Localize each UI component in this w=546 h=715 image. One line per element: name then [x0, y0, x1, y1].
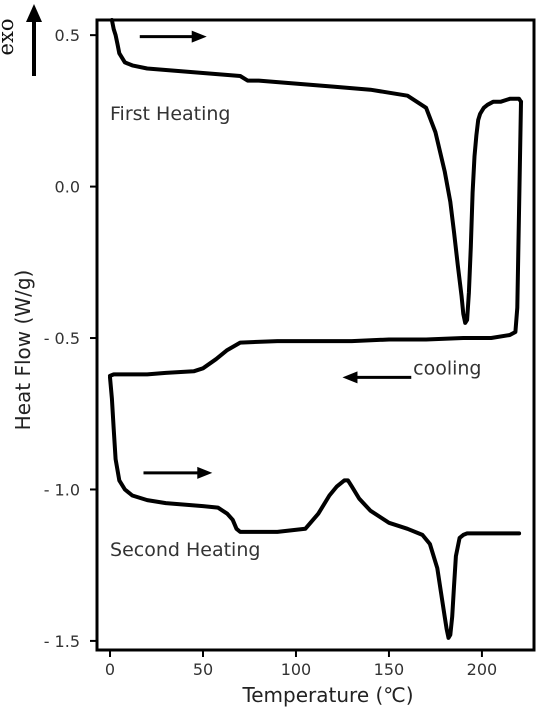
- y-tick-label: - 1.5: [44, 632, 80, 651]
- y-axis-label: Heat Flow (W/g): [11, 270, 35, 431]
- x-tick-label: 50: [193, 660, 213, 679]
- x-tick-label: 100: [281, 660, 312, 679]
- x-tick-label: 0: [105, 660, 115, 679]
- cooling-label: cooling: [413, 357, 481, 379]
- exo-arrow: [26, 4, 42, 76]
- y-tick-label: - 0.5: [44, 329, 80, 348]
- direction-arrow-left: [342, 371, 412, 384]
- plot-frame: [95, 18, 536, 652]
- y-tick-label: - 1.0: [44, 480, 80, 499]
- direction-arrow-right: [139, 30, 207, 43]
- x-tick-label: 150: [374, 660, 405, 679]
- second-heating-label: Second Heating: [110, 539, 260, 561]
- x-tick-label: 200: [467, 660, 498, 679]
- exo-label: exo: [0, 19, 18, 56]
- x-axis-label: Temperature (℃): [241, 683, 413, 707]
- direction-arrow-right: [143, 466, 213, 479]
- first-heating-label: First Heating: [110, 103, 230, 125]
- first-heating-curve: [109, 18, 523, 325]
- second-heating-curve: [108, 375, 522, 640]
- y-tick-label: 0.5: [55, 26, 80, 45]
- cooling-curve: [108, 99, 523, 378]
- y-tick-label: 0.0: [55, 178, 80, 197]
